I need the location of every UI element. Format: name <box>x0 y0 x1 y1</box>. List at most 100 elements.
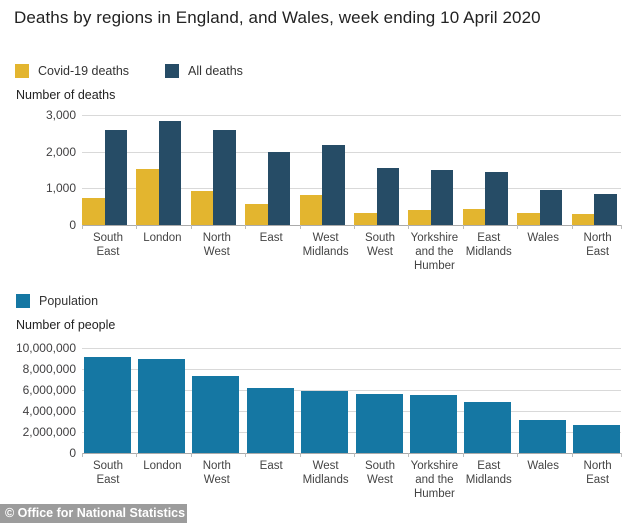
x-axis-label-west-midlands: West Midlands <box>302 460 349 487</box>
x-tick-mark <box>190 225 192 229</box>
gridline <box>82 115 621 116</box>
gridline <box>82 151 621 153</box>
y-tick-label: 0 <box>69 446 76 460</box>
x-axis-label-south-east: South East <box>92 460 124 487</box>
population-swatch-icon <box>16 294 30 308</box>
x-tick-mark <box>571 225 573 229</box>
x-axis-label-london: London <box>143 232 182 244</box>
bar-population-east <box>246 387 294 453</box>
legend-item-all-deaths: All deaths <box>165 64 243 78</box>
bar-covid-19-deaths-london <box>136 169 159 225</box>
gridline <box>82 390 621 391</box>
bar-population-london <box>137 358 185 453</box>
bar-population-south-east <box>83 357 131 453</box>
bar-all-deaths-east <box>267 152 291 225</box>
y-tick-label: 10,000,000 <box>15 341 76 355</box>
legend-label-covid-deaths: Covid-19 deaths <box>38 64 130 78</box>
x-axis-label-wales: Wales <box>527 232 559 244</box>
x-axis-label-north-west: North West <box>202 232 231 259</box>
y-tick-label: 2,000 <box>45 144 76 159</box>
legend-item-population: Population <box>16 294 98 308</box>
x-axis-line <box>82 225 621 226</box>
x-tick-mark <box>517 453 519 457</box>
legend-label-all-deaths: All deaths <box>188 64 243 78</box>
x-axis-label-east-midlands: East Midlands <box>465 460 512 487</box>
legend-label-population: Population <box>39 294 99 308</box>
x-axis-label-west-midlands: West Midlands <box>302 232 349 259</box>
bar-all-deaths-east-midlands <box>485 172 508 225</box>
bar-covid-19-deaths-east-midlands <box>462 209 486 225</box>
x-tick-mark <box>82 453 83 457</box>
bar-all-deaths-south-west <box>376 168 399 225</box>
x-tick-mark <box>408 225 410 229</box>
bar-population-north-east <box>573 424 621 453</box>
y-tick-label: 4,000,000 <box>22 404 76 418</box>
x-tick-mark <box>299 453 301 457</box>
x-axis-label-east-midlands: East Midlands <box>465 232 512 259</box>
x-tick-mark <box>408 453 410 457</box>
x-axis-label-south-west: South West <box>364 460 396 487</box>
bar-all-deaths-wales <box>539 190 563 225</box>
legend-item-covid-deaths: Covid-19 deaths <box>15 64 129 78</box>
bar-population-south-west <box>355 394 403 453</box>
bar-population-west-midlands <box>301 390 349 453</box>
y-tick-label: 6,000,000 <box>22 383 76 397</box>
x-tick-mark <box>462 225 464 229</box>
x-axis-label-wales: Wales <box>527 460 559 472</box>
y-tick-label: 3,000 <box>45 108 76 122</box>
gridline <box>82 369 621 370</box>
bar-all-deaths-south-east <box>104 129 127 225</box>
bar-population-yorkshire-and-the-humber <box>409 395 457 453</box>
x-axis-label-south-west: South West <box>364 232 396 259</box>
x-tick-mark <box>621 453 622 457</box>
bar-covid-19-deaths-yorkshire-and-the-humber <box>408 210 431 225</box>
x-tick-mark <box>136 225 138 229</box>
bar-covid-19-deaths-north-east <box>571 214 595 225</box>
gridline <box>82 432 621 433</box>
x-axis-line <box>82 453 621 454</box>
x-tick-mark <box>136 453 138 457</box>
x-axis-label-north-east: North East <box>583 460 612 487</box>
x-tick-mark <box>571 453 573 457</box>
deaths-chart-legend: Covid-19 deaths All deaths <box>15 64 243 78</box>
ons-attribution-bar: © Office for National Statistics <box>0 504 187 523</box>
bar-all-deaths-north-east <box>594 193 617 225</box>
x-axis-label-yorkshire-and-the-humber: Yorkshire and the Humber <box>410 460 459 501</box>
gridline <box>82 188 621 190</box>
x-axis-label-north-east: North East <box>583 232 612 259</box>
bar-all-deaths-north-west <box>213 129 236 225</box>
x-axis-label-yorkshire-and-the-humber: Yorkshire and the Humber <box>410 232 459 273</box>
x-tick-mark <box>299 225 301 229</box>
y-tick-label: 2,000,000 <box>22 425 76 439</box>
bar-population-east-midlands <box>464 402 512 453</box>
y-tick-label: 0 <box>69 218 76 232</box>
gridline <box>82 411 621 412</box>
bar-covid-19-deaths-north-west <box>190 191 214 225</box>
x-tick-mark <box>82 225 83 229</box>
x-tick-mark <box>517 225 519 229</box>
bar-all-deaths-west-midlands <box>322 145 345 225</box>
bar-population-north-west <box>192 376 240 453</box>
y-tick-label: 1,000 <box>45 181 76 196</box>
bar-covid-19-deaths-wales <box>517 212 540 225</box>
population-chart-legend: Population <box>16 294 98 308</box>
page-title: Deaths by regions in England, and Wales,… <box>14 8 541 27</box>
x-tick-mark <box>354 453 355 457</box>
x-tick-mark <box>190 453 192 457</box>
bar-population-wales <box>518 420 566 453</box>
bar-covid-19-deaths-south-west <box>354 212 377 225</box>
bar-all-deaths-yorkshire-and-the-humber <box>430 170 454 225</box>
population-axis-title: Number of people <box>16 318 116 332</box>
bar-covid-19-deaths-east <box>245 203 268 225</box>
x-axis-label-south-east: South East <box>92 232 124 259</box>
x-axis-label-east: East <box>259 232 283 244</box>
x-tick-mark <box>245 453 247 457</box>
bar-all-deaths-london <box>158 120 182 225</box>
covid-deaths-swatch-icon <box>15 64 29 78</box>
y-tick-label: 8,000,000 <box>22 362 76 376</box>
bar-covid-19-deaths-south-east <box>82 197 105 225</box>
x-axis-label-east: East <box>259 460 283 472</box>
x-axis-label-north-west: North West <box>202 460 231 487</box>
x-tick-mark <box>245 225 247 229</box>
